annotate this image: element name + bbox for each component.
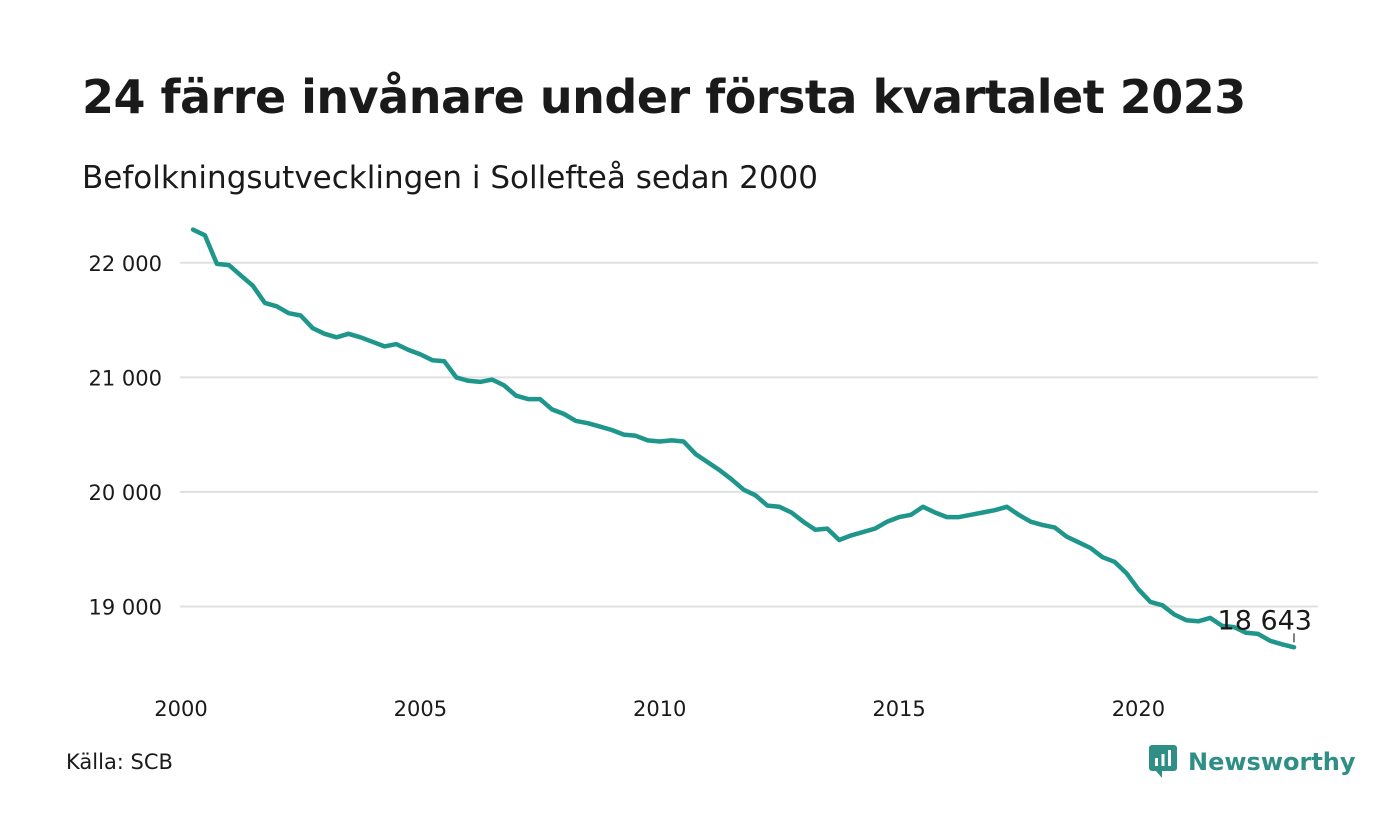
y-tick-label: 21 000 (89, 366, 162, 390)
brand-name: Newsworthy (1188, 748, 1356, 776)
x-tick-label: 2005 (394, 697, 447, 721)
newsworthy-logo-icon (1149, 745, 1177, 778)
x-axis-ticks: 2000 2005 2010 2015 2020 (154, 697, 1165, 721)
grid-lines (180, 261, 1318, 608)
series-layer (190, 227, 1297, 650)
brand-logo: Newsworthy (1148, 742, 1356, 782)
chart-subtitle: Befolkningsutvecklingen i Sollefteå seda… (82, 160, 819, 196)
y-tick-label: 22 000 (89, 252, 162, 276)
x-tick-label: 2015 (872, 697, 925, 721)
x-tick-label: 2010 (633, 697, 686, 721)
y-tick-label: 19 000 (89, 595, 162, 619)
series-line (190, 227, 1297, 650)
x-tick-label: 2020 (1112, 697, 1165, 721)
y-tick-label: 20 000 (89, 481, 162, 505)
source-note: Källa: SCB (66, 750, 173, 774)
chart-title: 24 färre invånare under första kvartalet… (82, 70, 1246, 124)
y-axis-ticks: 19 000 20 000 21 000 22 000 (89, 252, 162, 620)
end-value-label: 18 643 (1218, 605, 1312, 636)
x-tick-label: 2000 (154, 697, 207, 721)
end-label-layer: 18 643 (1218, 605, 1312, 643)
